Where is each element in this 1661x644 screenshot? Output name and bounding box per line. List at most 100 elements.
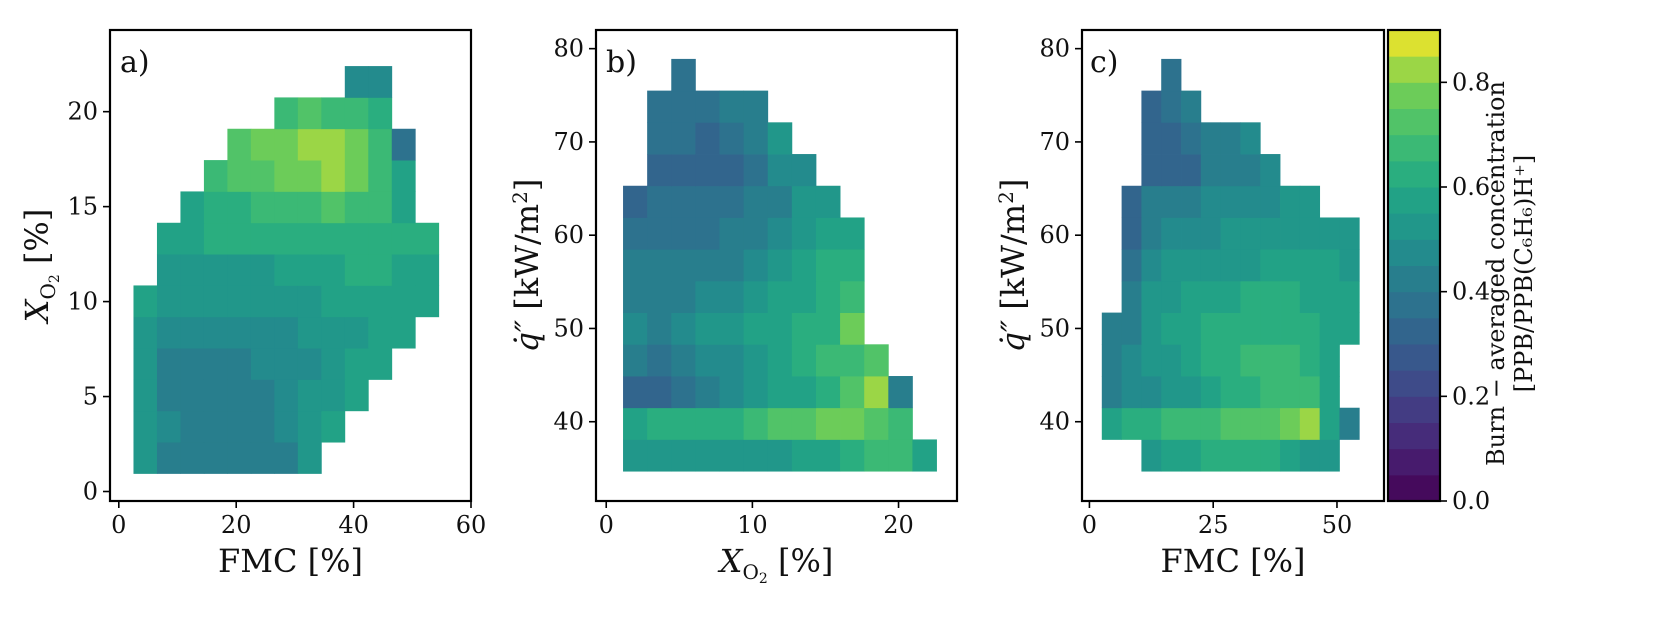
- heatmap-cell-b-r6-c4: [719, 249, 745, 282]
- heatmap-cell-a-r7-c6: [274, 222, 299, 255]
- heatmap-cell-a-r11-c9: [344, 97, 369, 130]
- heatmap-cell-c-r2-c5: [1200, 376, 1222, 409]
- heatmap-cell-c-r6-c11: [1319, 249, 1340, 282]
- y-axis-label-c: q̇″ [kW/m2]: [994, 179, 1032, 353]
- heatmap-cell-b-r11-c5: [743, 90, 769, 123]
- colorbar-segment-5: [1388, 344, 1440, 371]
- heatmap-cell-a-r4-c10: [368, 316, 393, 349]
- heatmap-cell-c-r7-c3: [1161, 217, 1182, 250]
- heatmap-cell-b-r3-c7: [791, 344, 817, 377]
- heatmap-cell-c-r10-c3: [1161, 122, 1182, 155]
- heatmap-cell-b-r1-c4: [719, 407, 745, 440]
- y-axis-label-a-sub: O: [36, 283, 60, 299]
- heatmap-cell-b-r4-c6: [767, 312, 793, 345]
- heatmap-cell-c-r4-c4: [1181, 312, 1202, 345]
- x-axis-label-c: FMC [%]: [1161, 542, 1306, 580]
- heatmap-cell-b-r7-c4: [719, 217, 745, 250]
- colorbar-segment-15: [1388, 82, 1440, 109]
- heatmap-cell-c-r7-c6: [1220, 217, 1241, 250]
- heatmap-cell-c-r2-c11: [1319, 376, 1340, 409]
- colorbar-tick-label-2: 0.4: [1452, 278, 1490, 306]
- heatmap-cell-a-r0-c3: [203, 442, 228, 474]
- heatmap-cell-a-r8-c7: [297, 191, 322, 224]
- heatmap-cell-b-r6-c1: [647, 249, 672, 282]
- heatmap-cell-a-r6-c10: [368, 254, 393, 286]
- heatmap-cell-c-r3-c3: [1161, 344, 1182, 377]
- heatmap-cell-c-r0-c3: [1161, 439, 1182, 472]
- y-axis-label-b-sup: 2: [508, 191, 532, 204]
- heatmap-cell-a-r0-c1: [156, 442, 181, 474]
- x-tick-label-c-1: 25: [1198, 511, 1229, 539]
- heatmap-cell-a-r10-c8: [321, 128, 346, 161]
- heatmap-cell-b-r4-c1: [647, 312, 672, 345]
- heatmap-cell-c-r5-c2: [1141, 280, 1162, 313]
- heatmap-cell-b-r3-c10: [864, 344, 889, 377]
- heatmap-cell-a-r8-c10: [368, 191, 393, 224]
- heatmap-cell-c-r8-c7: [1240, 185, 1261, 218]
- heatmap-cell-a-r9-c5: [250, 160, 275, 192]
- heatmap-cell-c-r3-c10: [1299, 344, 1321, 377]
- axis-frame-a: [108, 28, 473, 503]
- heatmap-cell-b-r8-c8: [815, 185, 841, 218]
- heatmap-cell-b-r2-c4: [719, 376, 745, 409]
- heatmap-cell-b-r2-c8: [815, 376, 841, 409]
- heatmap-cell-b-r3-c3: [695, 344, 720, 377]
- heatmap-cell-a-r8-c8: [321, 191, 346, 224]
- heatmap-cell-c-r10-c6: [1220, 122, 1241, 155]
- heatmap-cell-a-r4-c7: [297, 316, 322, 349]
- heatmap-cell-c-r1-c3: [1161, 407, 1182, 440]
- heatmap-cell-b-r5-c3: [695, 280, 720, 313]
- heatmap-cell-a-r9-c4: [227, 160, 252, 192]
- heatmap-cell-c-r2-c7: [1240, 376, 1261, 409]
- heatmap-cell-b-r3-c1: [647, 344, 672, 377]
- heatmap-cell-b-r7-c7: [791, 217, 817, 250]
- heatmap-cell-c-r8-c1: [1121, 185, 1142, 218]
- heatmap-cell-a-r4-c11: [391, 316, 416, 349]
- heatmap-cell-b-r8-c5: [743, 185, 769, 218]
- heatmap-cell-a-r3-c1: [156, 348, 181, 380]
- heatmap-cell-c-r1-c9: [1280, 407, 1301, 440]
- y-axis-label-c-unit: [kW/m: [994, 204, 1032, 320]
- heatmap-cell-b-r4-c9: [840, 312, 865, 345]
- heatmap-cell-a-r5-c7: [297, 285, 322, 318]
- heatmap-cell-b-r2-c11: [888, 376, 913, 409]
- heatmap-cell-c-r6-c2: [1141, 249, 1162, 282]
- colorbar-frame: [1386, 28, 1442, 503]
- heatmap-cell-b-r2-c6: [767, 376, 793, 409]
- heatmap-cell-a-r4-c5: [250, 316, 275, 349]
- heatmap-cell-b-r9-c7: [791, 154, 817, 187]
- heatmap-cell-b-r2-c1: [647, 376, 672, 409]
- heatmap-cell-b-r0-c0: [623, 439, 648, 472]
- heatmap-cell-b-r5-c4: [719, 280, 745, 313]
- heatmap-cell-c-r6-c9: [1280, 249, 1301, 282]
- heatmap-cell-a-r2-c2: [180, 379, 205, 412]
- heatmap-cell-a-r7-c4: [227, 222, 252, 255]
- heatmap-cell-a-r7-c2: [180, 222, 205, 255]
- heatmap-cell-a-r2-c7: [297, 379, 322, 412]
- axis-frame-b: [594, 28, 959, 503]
- heatmap-cell-a-r4-c9: [344, 316, 369, 349]
- heatmap-cell-b-r8-c4: [719, 185, 745, 218]
- heatmap-cell-b-r6-c3: [695, 249, 720, 282]
- heatmap-cell-c-r6-c6: [1220, 249, 1241, 282]
- colorbar-label-line1: Burn − averaged concentration: [1482, 81, 1510, 466]
- heatmap-cell-b-r3-c6: [767, 344, 793, 377]
- heatmap-cell-a-r7-c3: [203, 222, 228, 255]
- heatmap-cell-a-r1-c4: [227, 410, 252, 443]
- heatmap-cell-c-r1-c8: [1260, 407, 1281, 440]
- heatmap-cell-b-r4-c0: [623, 312, 648, 345]
- panel-a: 0 20 40 60 0 5 10 15 20 a) FMC [%] XO2 [%]: [18, 28, 486, 580]
- heatmap-cell-a-r3-c0: [133, 348, 158, 380]
- heatmap-cell-b-r3-c8: [815, 344, 841, 377]
- x-axis-label-a: FMC [%]: [218, 542, 363, 580]
- y-tick-label-c-0: 40: [1039, 408, 1070, 436]
- heatmap-cell-b-r10-c2: [671, 122, 696, 155]
- heatmap-cell-a-r6-c1: [156, 254, 181, 286]
- heatmap-cell-a-r7-c1: [156, 222, 181, 255]
- heatmap-cell-c-r3-c11: [1319, 344, 1340, 377]
- heatmap-cell-a-r6-c7: [297, 254, 322, 286]
- heatmap-cell-c-r4-c0: [1101, 312, 1122, 345]
- heatmap-cell-c-r5-c12: [1339, 280, 1360, 313]
- heatmap-cell-a-r0-c6: [274, 442, 299, 474]
- heatmap-cell-c-r4-c10: [1299, 312, 1321, 345]
